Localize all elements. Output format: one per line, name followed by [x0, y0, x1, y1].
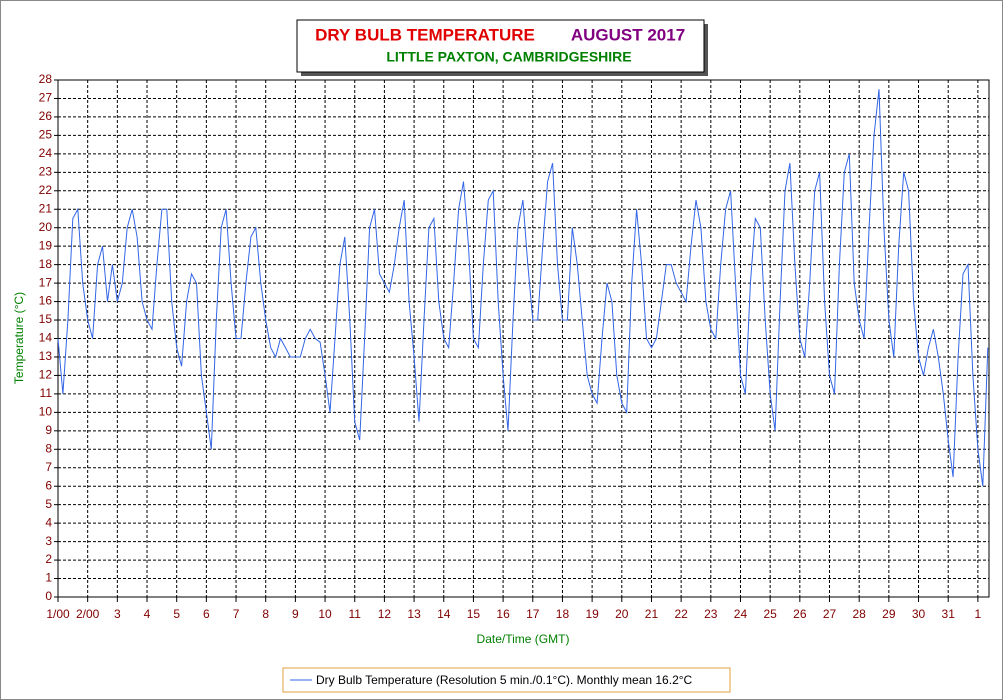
y-tick-label: 7 [45, 460, 52, 474]
x-tick-label: 24 [734, 607, 748, 621]
x-tick-label: 22 [674, 607, 688, 621]
x-tick-label: 2/00 [76, 607, 100, 621]
y-tick-label: 20 [39, 220, 53, 234]
x-tick-label: 9 [292, 607, 299, 621]
title-box [296, 19, 705, 73]
y-tick-label: 16 [39, 294, 53, 308]
y-tick-label: 1 [45, 571, 52, 585]
x-tick-label: 21 [645, 607, 659, 621]
x-tick-label: 25 [763, 607, 777, 621]
y-tick-label: 13 [39, 349, 53, 363]
legend-label: Dry Bulb Temperature (Resolution 5 min./… [316, 673, 693, 687]
x-tick-label: 29 [882, 607, 896, 621]
y-tick-label: 9 [45, 423, 52, 437]
x-tick-label: 1/00 [46, 607, 70, 621]
x-tick-label: 16 [496, 607, 510, 621]
x-tick-label: 20 [615, 607, 629, 621]
x-tick-label: 13 [407, 607, 421, 621]
x-tick-label: 28 [852, 607, 866, 621]
x-tick-label: 11 [348, 607, 361, 621]
y-tick-label: 14 [39, 331, 53, 345]
y-tick-label: 8 [45, 441, 52, 455]
y-tick-label: 22 [39, 183, 53, 197]
y-tick-label: 11 [40, 386, 53, 400]
temperature-line [57, 89, 989, 487]
y-tick-label: 27 [39, 91, 53, 105]
x-tick-label: 19 [585, 607, 599, 621]
x-tick-label: 12 [378, 607, 392, 621]
x-tick-label: 17 [526, 607, 540, 621]
y-tick-label: 2 [45, 552, 52, 566]
y-tick-label: 15 [39, 312, 53, 326]
x-tick-label: 1 [975, 607, 982, 621]
chart-subtitle: LITTLE PAXTON, CAMBRIDGESHIRE [386, 49, 631, 65]
x-tick-label: 26 [793, 607, 807, 621]
y-tick-label: 23 [39, 164, 53, 178]
y-tick-label: 10 [39, 405, 53, 419]
y-tick-label: 24 [39, 146, 53, 160]
y-tick-label: 25 [39, 128, 53, 142]
y-tick-label: 3 [45, 534, 52, 548]
y-tick-label: 21 [39, 201, 53, 215]
y-tick-label: 5 [45, 497, 52, 511]
x-tick-label: 27 [823, 607, 837, 621]
legend-box [282, 667, 731, 693]
x-tick-label: 8 [262, 607, 269, 621]
y-tick-label: 0 [45, 589, 52, 603]
x-tick-label: 30 [912, 607, 926, 621]
chart-title: DRY BULB TEMPERATURE [315, 25, 535, 44]
y-tick-label: 26 [39, 109, 53, 123]
y-tick-label: 19 [39, 238, 53, 252]
x-tick-label: 3 [114, 607, 121, 621]
y-tick-label: 28 [39, 72, 53, 86]
chart-title-period: AUGUST 2017 [571, 25, 685, 44]
x-axis-label: Date/Time (GMT) [477, 632, 570, 646]
y-tick-label: 4 [45, 515, 52, 529]
x-tick-label: 10 [318, 607, 332, 621]
y-tick-label: 18 [39, 257, 53, 271]
x-tick-label: 18 [556, 607, 570, 621]
y-tick-label: 6 [45, 478, 52, 492]
x-tick-label: 7 [233, 607, 240, 621]
y-tick-label: 17 [39, 275, 53, 289]
x-tick-label: 15 [467, 607, 481, 621]
x-tick-label: 23 [704, 607, 718, 621]
x-tick-label: 6 [203, 607, 210, 621]
x-tick-label: 4 [144, 607, 151, 621]
x-tick-label: 31 [942, 607, 956, 621]
y-tick-label: 12 [39, 368, 53, 382]
y-axis-label: Temperature (°C) [12, 292, 26, 384]
x-tick-label: 14 [437, 607, 451, 621]
x-tick-label: 5 [173, 607, 180, 621]
